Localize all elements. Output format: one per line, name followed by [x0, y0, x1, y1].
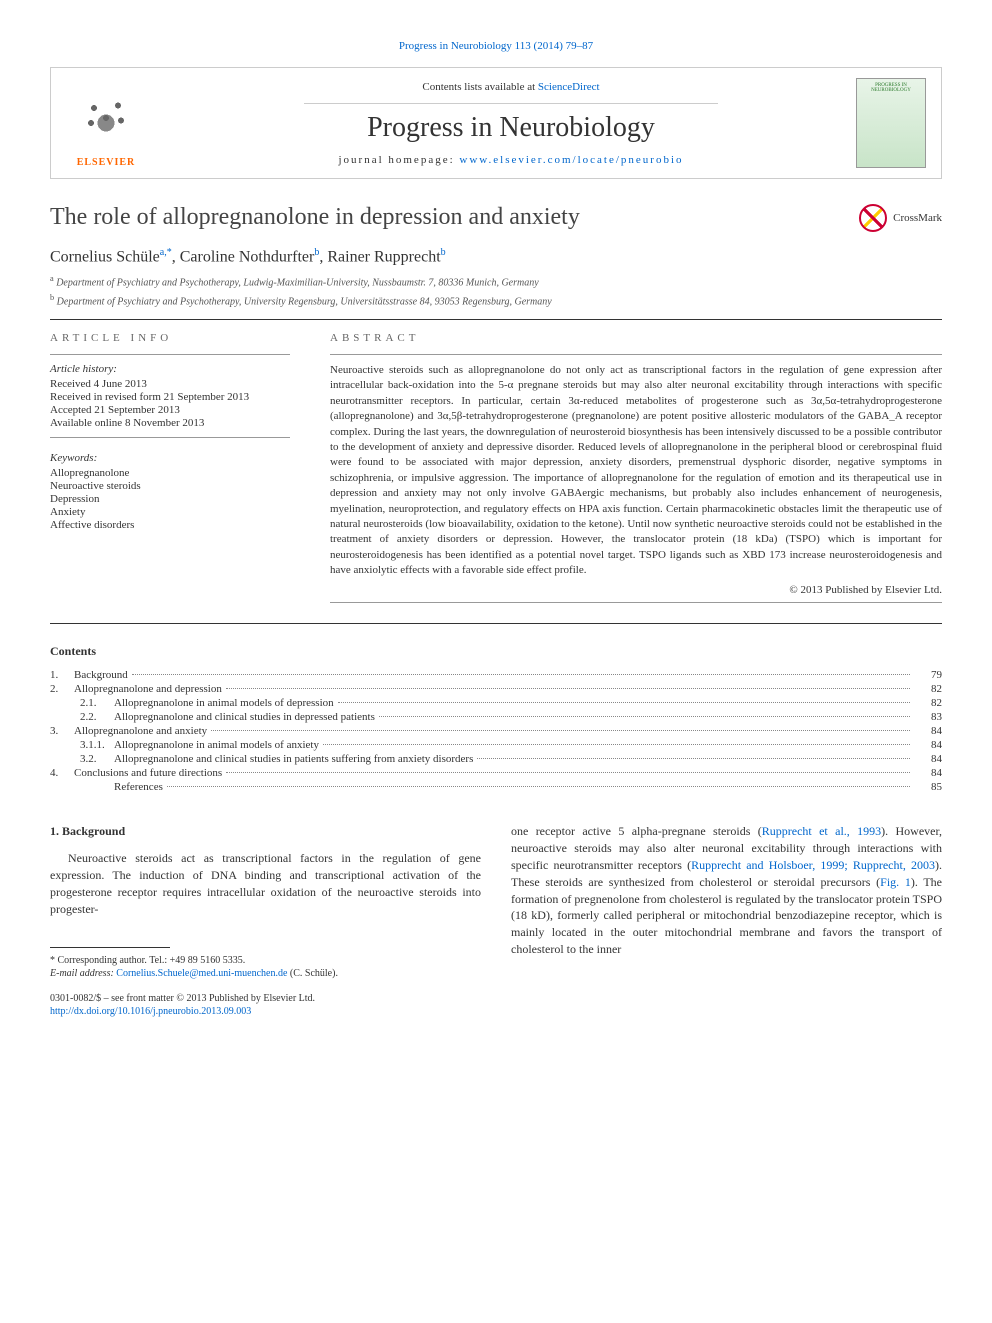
contents-heading: Contents: [50, 644, 942, 659]
affiliation: a Department of Psychiatry and Psychothe…: [50, 274, 942, 288]
history-label: Article history:: [50, 363, 290, 375]
author[interactable]: Cornelius Schüle: [50, 248, 160, 265]
article-title: The role of allopregnanolone in depressi…: [50, 204, 859, 231]
keyword: Anxiety: [50, 506, 290, 518]
journal-header: ELSEVIER Contents lists available at Sci…: [50, 67, 942, 179]
body-column-left: 1. Background Neuroactive steroids act a…: [50, 823, 481, 1018]
toc-entry[interactable]: 3.1.1.Allopregnanolone in animal models …: [50, 739, 942, 751]
history-item: Received 4 June 2013: [50, 378, 290, 390]
journal-title: Progress in Neurobiology: [166, 112, 856, 144]
keywords-label: Keywords:: [50, 452, 290, 464]
journal-issue-link[interactable]: Progress in Neurobiology 113 (2014) 79–8…: [50, 40, 942, 52]
elsevier-tree-icon: [76, 93, 136, 153]
journal-cover-thumb[interactable]: PROGRESS IN NEUROBIOLOGY: [856, 78, 926, 168]
email-link[interactable]: Cornelius.Schuele@med.uni-muenchen.de: [116, 968, 287, 979]
keyword: Depression: [50, 493, 290, 505]
toc-entry[interactable]: 3.2.Allopregnanolone and clinical studie…: [50, 753, 942, 765]
body-paragraph: Neuroactive steroids act as transcriptio…: [50, 850, 481, 917]
citation-link[interactable]: Rupprecht and Holsboer, 1999; Rupprecht,…: [691, 858, 935, 872]
contents-available: Contents lists available at ScienceDirec…: [166, 81, 856, 93]
author-list: Cornelius Schülea,*, Caroline Nothdurfte…: [50, 247, 942, 266]
crossmark-badge[interactable]: CrossMark: [859, 204, 942, 232]
keyword: Neuroactive steroids: [50, 480, 290, 492]
publisher-logo[interactable]: ELSEVIER: [66, 78, 146, 168]
toc-entry[interactable]: References85: [50, 781, 942, 793]
front-matter: 0301-0082/$ – see front matter © 2013 Pu…: [50, 992, 481, 1018]
toc-entry[interactable]: 1.Background79: [50, 669, 942, 681]
corresponding-author: * Corresponding author. Tel.: +49 89 516…: [50, 954, 481, 967]
journal-homepage: journal homepage: www.elsevier.com/locat…: [166, 154, 856, 166]
keyword: Allopregnanolone: [50, 467, 290, 479]
abstract-text: Neuroactive steroids such as allopregnan…: [330, 363, 942, 578]
abstract-heading: ABSTRACT: [330, 332, 942, 344]
author[interactable]: Caroline Nothdurfter: [180, 248, 315, 265]
toc-entry[interactable]: 2.1.Allopregnanolone in animal models of…: [50, 697, 942, 709]
toc-entry[interactable]: 2.Allopregnanolone and depression82: [50, 683, 942, 695]
homepage-link[interactable]: www.elsevier.com/locate/pneurobio: [459, 154, 683, 166]
body-column-right: one receptor active 5 alpha-pregnane ste…: [511, 823, 942, 1018]
keyword: Affective disorders: [50, 519, 290, 531]
article-info-heading: ARTICLE INFO: [50, 332, 290, 344]
toc-entry[interactable]: 2.2.Allopregnanolone and clinical studie…: [50, 711, 942, 723]
crossmark-icon: [859, 204, 887, 232]
history-item: Accepted 21 September 2013: [50, 404, 290, 416]
publisher-name: ELSEVIER: [77, 157, 136, 168]
toc-entry[interactable]: 4.Conclusions and future directions84: [50, 767, 942, 779]
email-footnote: E-mail address: Cornelius.Schuele@med.un…: [50, 967, 481, 980]
figure-link[interactable]: Fig. 1: [880, 875, 911, 889]
citation-link[interactable]: Rupprecht et al., 1993: [762, 824, 881, 838]
doi-link[interactable]: http://dx.doi.org/10.1016/j.pneurobio.20…: [50, 1006, 251, 1017]
body-paragraph: one receptor active 5 alpha-pregnane ste…: [511, 823, 942, 957]
history-item: Received in revised form 21 September 20…: [50, 391, 290, 403]
copyright: © 2013 Published by Elsevier Ltd.: [330, 584, 942, 596]
table-of-contents: 1.Background79 2.Allopregnanolone and dep…: [50, 669, 942, 793]
history-item: Available online 8 November 2013: [50, 417, 290, 429]
section-heading: 1. Background: [50, 823, 481, 840]
toc-entry[interactable]: 3.Allopregnanolone and anxiety84: [50, 725, 942, 737]
sciencedirect-link[interactable]: ScienceDirect: [538, 81, 600, 93]
author[interactable]: Rainer Rupprecht: [327, 248, 440, 265]
affiliation: b Department of Psychiatry and Psychothe…: [50, 293, 942, 307]
